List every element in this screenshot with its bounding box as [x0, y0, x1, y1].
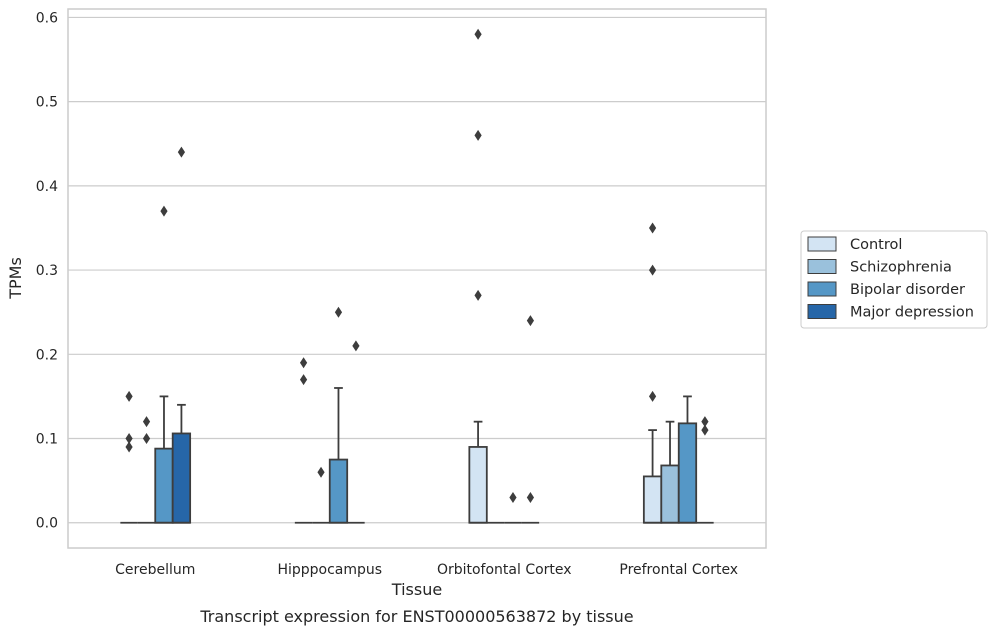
outlier-point: [125, 433, 133, 445]
outlier-point: [648, 222, 657, 234]
y-tick-label: 0.2: [36, 347, 58, 363]
outlier-point: [474, 129, 482, 141]
x-tick-label: Prefrontal Cortex: [619, 562, 738, 578]
legend-swatch: [807, 236, 837, 252]
box-body: [677, 422, 698, 524]
outlier-point: [352, 340, 360, 352]
y-tick-label: 0.1: [36, 432, 58, 448]
box-plots: [120, 28, 714, 524]
figure-caption: Transcript expression for ENST0000056387…: [199, 607, 633, 626]
legend: Control Schizophrenia Bipolar disorder Majo…: [800, 230, 988, 329]
legend-label: Control: [850, 237, 902, 253]
outlier-point: [474, 289, 482, 301]
outlier-point: [125, 441, 133, 453]
box-0-1: [137, 416, 156, 524]
box-3-2: [677, 395, 698, 524]
outlier-point: [474, 28, 482, 40]
y-axis-ticks: 0.0 0.1 0.2 0.3 0.4 0.5 0.6: [36, 10, 58, 531]
outlier-point: [526, 491, 535, 503]
legend-label: Major depression: [850, 305, 974, 321]
box-body: [660, 464, 680, 524]
box-0-3: [171, 146, 192, 524]
legend-frame: [800, 230, 988, 329]
y-tick-label: 0.0: [36, 516, 58, 532]
box-body: [468, 446, 488, 524]
outlier-point: [526, 315, 535, 327]
outlier-point: [142, 433, 151, 445]
outlier-point: [334, 306, 343, 318]
legend-label: Schizophrenia: [850, 260, 952, 276]
box-body: [154, 447, 174, 524]
box-1-2: [328, 306, 349, 524]
x-axis-ticks: Cerebellum Hipppocampus Orbitofontal Corte…: [115, 562, 738, 578]
outlier-point: [509, 491, 517, 503]
legend-swatch: [807, 259, 837, 274]
x-tick-label: Orbitofontal Cortex: [437, 562, 572, 578]
x-tick-label: Cerebellum: [115, 562, 195, 578]
outlier-point: [125, 390, 133, 402]
outlier-point: [317, 466, 325, 478]
box-body: [328, 458, 349, 524]
box-3-1: [660, 420, 680, 524]
outlier-point: [299, 357, 308, 369]
x-axis-label: Tissue: [391, 580, 442, 599]
box-body: [171, 432, 192, 524]
box-2-3: [521, 315, 540, 524]
outlier-point: [160, 205, 168, 217]
box-2-0: [468, 28, 488, 524]
box-body: [642, 475, 663, 524]
x-tick-label: Hipppocampus: [277, 562, 382, 578]
box-3-0: [642, 222, 663, 524]
legend-swatch: [807, 304, 837, 319]
y-tick-label: 0.5: [36, 95, 58, 111]
box-1-1: [312, 466, 330, 524]
y-tick-label: 0.4: [36, 179, 58, 195]
plot-area-frame: [67, 8, 767, 549]
outlier-point: [648, 264, 657, 276]
y-tick-label: 0.3: [36, 263, 58, 279]
outlier-point: [142, 416, 151, 428]
box-0-2: [154, 205, 174, 524]
outlier-point: [177, 146, 186, 158]
box-3-3: [696, 416, 714, 524]
outlier-point: [648, 390, 657, 402]
outlier-point: [701, 416, 709, 428]
outlier-point: [299, 374, 308, 386]
legend-label: Bipolar disorder: [850, 282, 965, 298]
y-tick-label: 0.6: [36, 10, 58, 26]
box-1-0: [294, 357, 313, 524]
box-2-2: [504, 491, 522, 524]
y-axis-label: TPMs: [6, 257, 25, 300]
outlier-point: [701, 424, 709, 436]
box-1-3: [347, 340, 365, 524]
legend-swatch: [807, 281, 837, 297]
box-0-0: [120, 390, 138, 524]
